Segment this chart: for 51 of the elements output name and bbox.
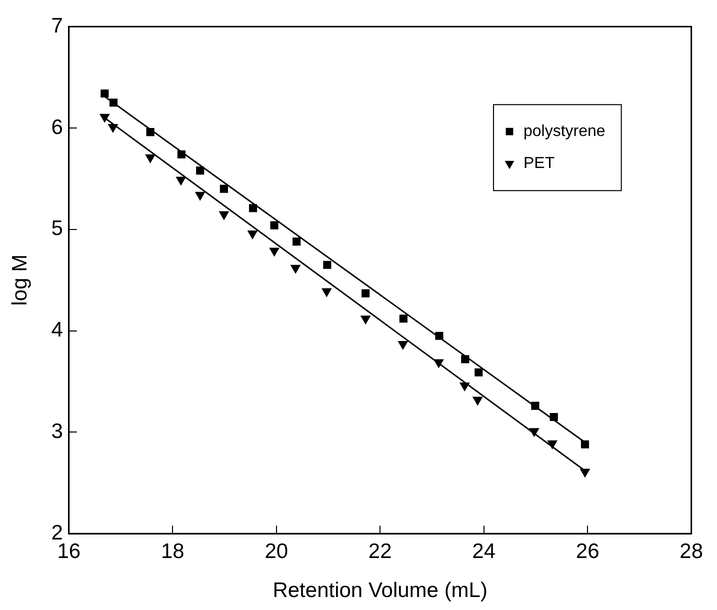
point [531,402,540,410]
point [176,176,186,186]
point [461,355,470,364]
point [547,440,558,449]
point [100,114,110,122]
point [195,192,205,200]
y-tick-label: 7 [51,14,63,38]
point [220,184,228,193]
point [434,359,444,368]
point [323,260,332,269]
point [360,316,370,324]
point [399,314,408,323]
y-tick-label: 6 [51,116,63,139]
point [435,332,444,340]
y-tick-label: 4 [51,318,64,342]
point [550,412,558,422]
point [108,124,118,132]
point [472,396,482,406]
point [219,211,229,220]
y-tick-label: 3 [51,420,63,443]
x-tick-label: 18 [160,540,184,563]
point [580,468,590,478]
point [580,440,590,448]
point [322,288,332,297]
point [145,154,156,163]
point [362,289,370,298]
point [292,238,301,246]
point [460,382,470,392]
y-tick-label: 5 [51,217,63,240]
x-tick-label: 24 [472,540,496,563]
x-tick-label: 20 [264,540,288,563]
point [270,221,278,230]
x-tick-label: 28 [680,540,703,563]
x-tick-label: 26 [576,540,600,563]
point [109,98,118,107]
legend-label: PET [524,155,555,172]
x-tick-label: 22 [368,540,392,563]
point [269,248,280,256]
x-axis-title: Retention Volume (mL) [272,579,488,602]
point [177,150,186,158]
point [146,128,154,136]
point [290,264,300,274]
point [529,428,539,437]
y-axis-title: log M [8,254,32,306]
point [248,230,258,239]
point [248,204,258,212]
point [474,368,483,376]
point [398,340,408,350]
point [196,166,204,175]
point [100,89,109,98]
legend-label: polystyrene [524,123,606,140]
